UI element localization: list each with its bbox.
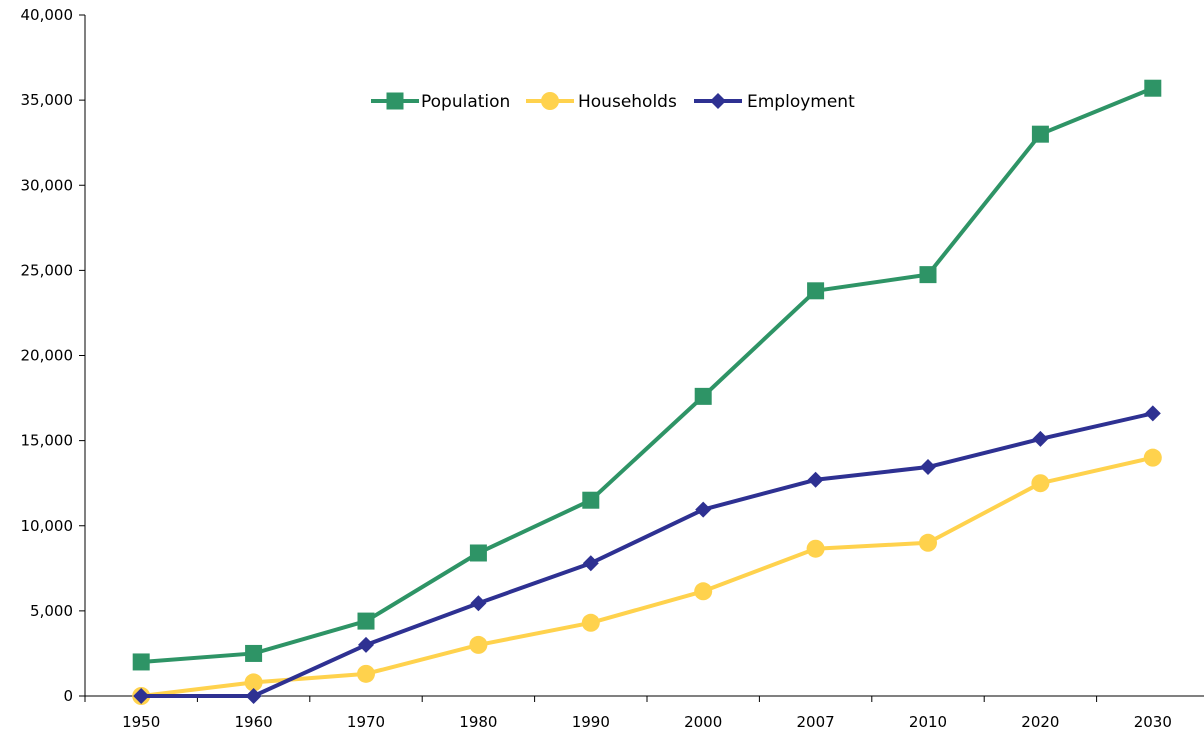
y-tick-label: 0	[63, 687, 73, 705]
households-point	[807, 540, 825, 558]
y-tick-label: 20,000	[21, 347, 74, 365]
households-line	[141, 458, 1153, 696]
x-tick-label: 1980	[459, 713, 497, 731]
x-tick-label: 2000	[684, 713, 722, 731]
population-point	[582, 492, 599, 509]
households-point	[469, 636, 487, 654]
y-tick-label: 10,000	[21, 517, 74, 535]
x-tick-label: 2020	[1021, 713, 1059, 731]
legend-swatch-marker	[710, 93, 726, 109]
households-point	[1144, 449, 1162, 467]
axes: 0 5,000 10,000 15,000 20,000 25,000 30,000 35,0…	[21, 6, 1204, 731]
legend-item-households: Households	[526, 92, 677, 112]
legend-swatch-marker	[541, 92, 559, 110]
y-tick-label: 30,000	[21, 176, 74, 194]
employment-line	[141, 413, 1153, 696]
employment-point	[808, 472, 824, 488]
x-tick-label: 1960	[235, 713, 273, 731]
y-tick-label: 15,000	[21, 432, 74, 450]
population-line	[141, 88, 1153, 662]
series-households	[132, 449, 1162, 705]
employment-point	[583, 555, 599, 571]
employment-point	[358, 637, 374, 653]
households-point	[1031, 474, 1049, 492]
series-population	[133, 80, 1162, 671]
households-point	[582, 614, 600, 632]
population-point	[245, 645, 262, 662]
legend-swatch-marker	[387, 93, 404, 110]
households-point	[357, 665, 375, 683]
legend: Population Households Employment	[371, 92, 855, 112]
employment-point	[470, 595, 486, 611]
y-tick-label: 5,000	[30, 602, 73, 620]
employment-point	[1145, 405, 1161, 421]
x-tick-label: 2010	[909, 713, 947, 731]
households-point	[919, 534, 937, 552]
x-tick-label: 2007	[797, 713, 835, 731]
population-point	[807, 282, 824, 299]
x-tick-label: 1950	[122, 713, 160, 731]
population-point	[695, 388, 712, 405]
legend-label: Households	[578, 92, 677, 112]
legend-item-population: Population	[371, 92, 510, 112]
population-point	[920, 266, 937, 283]
y-tick-label: 35,000	[21, 91, 74, 109]
x-tick-label: 1970	[347, 713, 385, 731]
employment-point	[246, 688, 262, 704]
legend-item-employment: Employment	[694, 92, 855, 112]
employment-point	[920, 459, 936, 475]
x-tick-label: 1990	[572, 713, 610, 731]
population-point	[1144, 80, 1161, 97]
households-point	[694, 582, 712, 600]
y-tick-label: 25,000	[21, 261, 74, 279]
series-layer	[132, 80, 1162, 705]
population-point	[358, 613, 375, 630]
x-tick-label: 2030	[1134, 713, 1172, 731]
population-point	[133, 653, 150, 670]
employment-point	[695, 502, 711, 518]
employment-point	[1032, 431, 1048, 447]
y-tick-label: 40,000	[21, 6, 74, 24]
legend-label: Employment	[747, 92, 855, 112]
legend-label: Population	[421, 92, 510, 112]
population-point	[1032, 126, 1049, 143]
population-point	[470, 544, 487, 561]
